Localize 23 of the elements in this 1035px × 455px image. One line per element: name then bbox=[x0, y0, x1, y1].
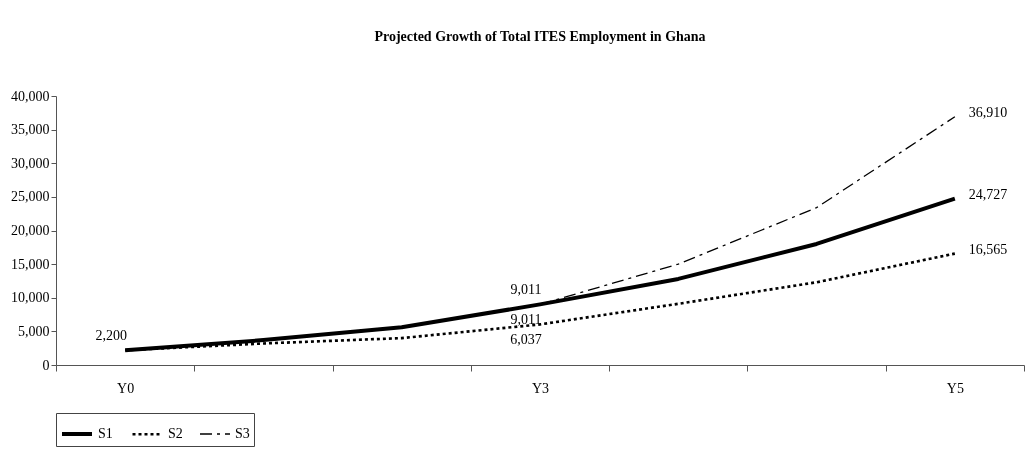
chart-title: Projected Growth of Total ITES Employment in Ghana bbox=[374, 29, 706, 44]
legend-label: S2 bbox=[168, 426, 183, 442]
y-tick-label: 5,000 bbox=[18, 323, 50, 339]
y-tick-label: 20,000 bbox=[11, 223, 50, 238]
y-tick-label: 35,000 bbox=[11, 122, 50, 138]
y-tick-label: 10,000 bbox=[11, 290, 50, 306]
x-tick-label: Y5 bbox=[946, 380, 964, 396]
y-tick-label: 0 bbox=[42, 357, 50, 373]
data-label: 6,037 bbox=[510, 332, 542, 348]
data-label: 16,565 bbox=[968, 241, 1008, 257]
data-label: 24,727 bbox=[968, 186, 1008, 202]
legend-label: S1 bbox=[98, 426, 113, 441]
legend-label: S3 bbox=[235, 426, 250, 441]
y-tick-label: 30,000 bbox=[11, 155, 50, 171]
y-tick-label: 25,000 bbox=[11, 189, 50, 205]
data-label: 9,011 bbox=[510, 312, 542, 328]
data-label: 2,200 bbox=[95, 328, 127, 344]
x-tick-label: Y0 bbox=[117, 380, 135, 396]
data-label: 36,910 bbox=[968, 104, 1008, 120]
data-label: 9,011 bbox=[510, 282, 542, 298]
x-tick-label: Y3 bbox=[531, 380, 550, 396]
y-tick-label: 40,000 bbox=[11, 88, 50, 104]
y-tick-label: 15,000 bbox=[11, 256, 50, 272]
